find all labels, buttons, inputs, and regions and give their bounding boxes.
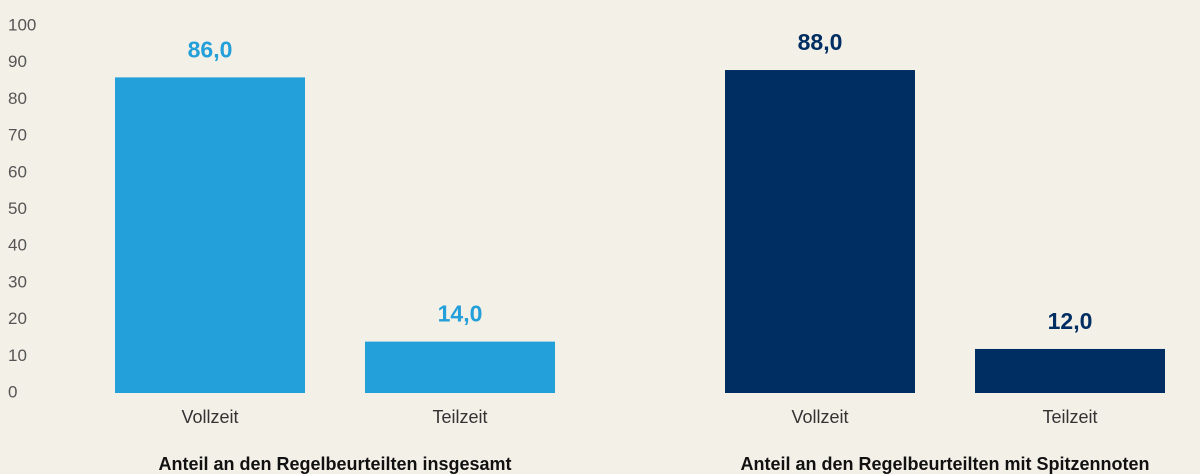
y-tick-label: 30 bbox=[8, 272, 27, 291]
group-title: Anteil an den Regelbeurteilten mit Spitz… bbox=[740, 454, 1149, 474]
y-tick-label: 70 bbox=[8, 126, 27, 145]
value-label: 86,0 bbox=[188, 36, 233, 62]
bar bbox=[115, 77, 305, 393]
y-tick-label: 0 bbox=[8, 382, 17, 401]
y-tick-label: 100 bbox=[8, 15, 36, 34]
x-tick-label: Vollzeit bbox=[791, 407, 848, 427]
y-tick-label: 60 bbox=[8, 162, 27, 181]
y-tick-label: 50 bbox=[8, 199, 27, 218]
bar bbox=[365, 341, 555, 393]
y-tick-label: 80 bbox=[8, 89, 27, 108]
bar bbox=[975, 348, 1165, 393]
value-label: 88,0 bbox=[798, 29, 843, 55]
group-title: Anteil an den Regelbeurteilten insgesamt bbox=[158, 454, 511, 474]
value-label: 14,0 bbox=[438, 301, 483, 327]
y-tick-label: 90 bbox=[8, 52, 27, 71]
y-tick-label: 40 bbox=[8, 236, 27, 255]
y-tick-label: 20 bbox=[8, 309, 27, 328]
y-tick-label: 10 bbox=[8, 346, 27, 365]
bar bbox=[725, 70, 915, 393]
x-tick-label: Teilzeit bbox=[1042, 407, 1097, 427]
x-tick-label: Vollzeit bbox=[181, 407, 238, 427]
x-tick-label: Teilzeit bbox=[432, 407, 487, 427]
value-label: 12,0 bbox=[1048, 308, 1093, 334]
